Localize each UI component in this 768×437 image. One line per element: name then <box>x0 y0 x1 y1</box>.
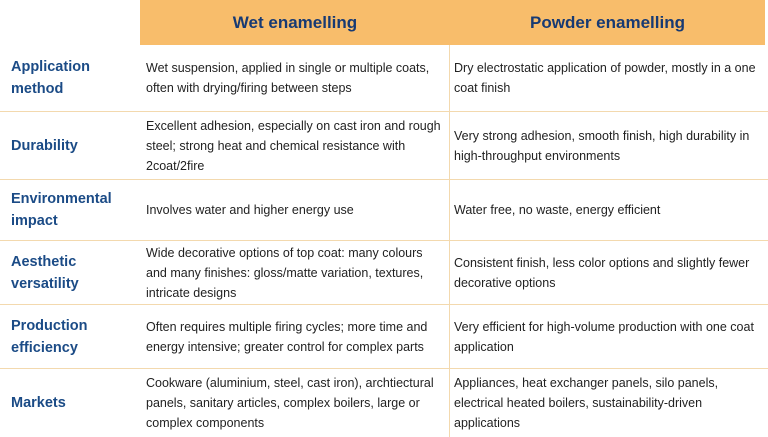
table-row-aesthetic-versatility: Aesthetic versatility Wide decorative op… <box>0 241 768 305</box>
powder-cell: Water free, no waste, energy efficient <box>454 203 661 217</box>
table-header: Wet enamelling Powder enamelling <box>140 0 765 45</box>
row-label: Aesthetic versatility <box>11 253 79 292</box>
wet-cell: Involves water and higher energy use <box>140 180 450 240</box>
table-row-markets: Markets Cookware (aluminium, steel, cast… <box>0 369 768 437</box>
wet-cell: Cookware (aluminium, steel, cast iron), … <box>140 369 450 437</box>
row-label: Environmental impact <box>11 191 112 229</box>
powder-cell: Consistent finish, less color options an… <box>454 255 750 290</box>
powder-cell: Dry electrostatic application of powder,… <box>454 61 756 95</box>
column-header-wet-enamelling: Wet enamelling <box>232 12 358 32</box>
row-label: Markets <box>11 395 66 411</box>
table-body: Application method Wet suspension, appli… <box>0 45 768 437</box>
powder-cell: Very strong adhesion, smooth finish, hig… <box>454 128 750 163</box>
table-row-application-method: Application method Wet suspension, appli… <box>0 45 768 112</box>
wet-cell: Wet suspension, applied in single or mul… <box>140 45 450 111</box>
table-row-production-efficiency: Production efficiency Often requires mul… <box>0 305 768 369</box>
wet-cell: Often requires multiple firing cycles; m… <box>140 305 450 368</box>
wet-cell: Wide decorative options of top coat: man… <box>140 241 450 304</box>
wet-cell: Excellent adhesion, especially on cast i… <box>140 112 450 179</box>
row-label: Durability <box>11 137 78 154</box>
row-label: Production efficiency <box>11 317 88 356</box>
powder-cell: Very efficient for high-volume productio… <box>454 319 754 354</box>
table-row-durability: Durability Excellent adhesion, especiall… <box>0 112 768 180</box>
column-header-powder-enamelling: Powder enamelling <box>530 12 685 32</box>
powder-cell: Appliances, heat exchanger panels, silo … <box>454 376 719 430</box>
row-label: Application method <box>11 59 90 97</box>
table-row-environmental-impact: Environmental impact Involves water and … <box>0 180 768 241</box>
